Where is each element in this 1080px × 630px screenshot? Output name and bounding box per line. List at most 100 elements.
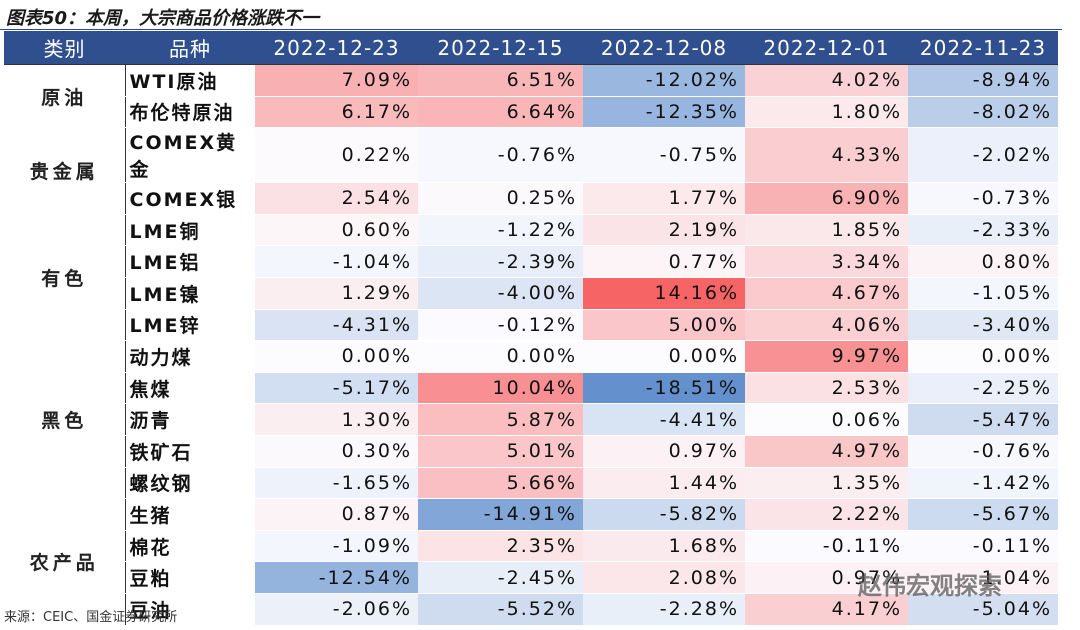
product-label: LME铜 — [124, 213, 255, 247]
title-rule — [0, 29, 1062, 30]
table-row: 豆油 -2.06% -5.52% -2.28% 4.17% -5.04% — [4, 593, 1058, 626]
product-label: 螺纹钢 — [124, 467, 255, 500]
value-cell: 1.44% — [583, 467, 745, 500]
value-cell: 0.60% — [255, 213, 418, 247]
product-label: LME镍 — [124, 277, 255, 310]
value-cell: -1.42% — [908, 467, 1058, 500]
header-cell: 品种 — [125, 31, 255, 65]
commodity-table: 类别 品种 2022-12-23 2022-12-15 2022-12-08 2022-1… — [4, 31, 1058, 626]
group-label: 黑色 — [4, 340, 125, 500]
header-row: 类别 品种 2022-12-23 2022-12-15 2022-12-08 2022-1… — [4, 31, 1058, 65]
product-label: 布伦特原油 — [124, 96, 255, 129]
table-row: 贵金属 COMEX黄金 0.22% -0.76% -0.75% 4.33% -2.02% — [4, 127, 1058, 215]
table-row: 农产品 生猪 0.87% -14.91% -5.82% 2.22% -5.67% — [4, 498, 1058, 626]
value-cell: 4.02% — [745, 64, 908, 97]
value-cell: 10.04% — [418, 372, 583, 405]
table-row: 黑色 动力煤 0.00% 0.00% 0.00% 9.97% 0.00% — [4, 340, 1058, 500]
value-cell: 5.66% — [418, 467, 583, 500]
value-cell: -8.02% — [908, 96, 1058, 129]
value-cell: -1.04% — [255, 245, 418, 278]
value-cell: 1.35% — [745, 467, 908, 500]
product-label: COMEX银 — [124, 182, 255, 215]
value-cell: -0.76% — [908, 435, 1058, 468]
table-row: 焦煤 -5.17% 10.04% -18.51% 2.53% -2.25% — [4, 372, 1058, 405]
value-cell: -2.45% — [418, 561, 583, 594]
table-row: 布伦特原油 6.17% 6.64% -12.35% 1.80% -8.02% — [4, 96, 1058, 129]
product-label: 棉花 — [124, 530, 255, 563]
value-cell: -12.35% — [583, 96, 745, 129]
product-label: WTI原油 — [124, 64, 255, 97]
table-row: 沥青 1.30% 5.87% -4.41% 0.06% -5.47% — [4, 403, 1058, 436]
value-cell: -18.51% — [583, 372, 745, 405]
value-cell: -1.65% — [255, 467, 418, 500]
value-cell: -0.12% — [418, 309, 583, 342]
value-cell: -2.39% — [418, 245, 583, 278]
header-cell: 2022-12-23 — [255, 31, 418, 65]
value-cell: -0.75% — [583, 127, 745, 184]
product-label: 沥青 — [124, 403, 255, 436]
value-cell: -1.09% — [255, 530, 418, 563]
value-cell: 6.51% — [418, 64, 583, 97]
table-row: 铁矿石 0.30% 5.01% 0.97% 4.97% -0.76% — [4, 435, 1058, 468]
value-cell: 6.64% — [418, 96, 583, 129]
value-cell: 7.09% — [255, 64, 418, 97]
value-cell: 0.30% — [255, 435, 418, 468]
value-cell: 0.00% — [255, 340, 418, 373]
product-label: 焦煤 — [124, 372, 255, 405]
value-cell: 4.06% — [745, 309, 908, 342]
value-cell: 0.97% — [745, 561, 908, 594]
value-cell: 0.25% — [418, 182, 583, 215]
value-cell: -2.33% — [908, 213, 1058, 247]
group-label: 有色 — [4, 213, 125, 342]
table-row: 豆粕 -12.54% -2.45% 2.08% 0.97% 1.04% — [4, 561, 1058, 594]
product-label: COMEX黄金 — [124, 127, 255, 184]
value-cell: -4.00% — [418, 277, 583, 310]
table-row: LME铝 -1.04% -2.39% 0.77% 3.34% 0.80% — [4, 245, 1058, 278]
value-cell: -2.25% — [908, 372, 1058, 405]
value-cell: 5.01% — [418, 435, 583, 468]
table-row: 螺纹钢 -1.65% 5.66% 1.44% 1.35% -1.42% — [4, 467, 1058, 500]
value-cell: 1.80% — [745, 96, 908, 129]
value-cell: -5.67% — [908, 498, 1058, 531]
value-cell: -5.04% — [908, 593, 1058, 626]
value-cell: -0.76% — [418, 127, 583, 184]
value-cell: 1.29% — [255, 277, 418, 310]
group-label: 农产品 — [4, 498, 125, 626]
value-cell: -12.54% — [255, 561, 418, 594]
value-cell: 0.22% — [255, 127, 418, 184]
value-cell: 2.08% — [583, 561, 745, 594]
value-cell: 1.85% — [745, 213, 908, 247]
value-cell: -5.52% — [418, 593, 583, 626]
value-cell: 0.00% — [418, 340, 583, 373]
header-cell: 2022-12-08 — [583, 31, 745, 65]
source: 来源：CEIC、国金证券研究所 — [4, 610, 178, 625]
value-cell: -0.11% — [908, 530, 1058, 563]
product-label: LME铝 — [124, 245, 255, 278]
value-cell: 3.34% — [745, 245, 908, 278]
value-cell: 4.17% — [745, 593, 908, 626]
value-cell: -1.22% — [418, 213, 583, 247]
value-cell: -1.05% — [908, 277, 1058, 310]
value-cell: -0.73% — [908, 182, 1058, 215]
value-cell: 4.67% — [745, 277, 908, 310]
value-cell: 1.30% — [255, 403, 418, 436]
value-cell: -5.47% — [908, 403, 1058, 436]
value-cell: 0.00% — [583, 340, 745, 373]
value-cell: 0.80% — [908, 245, 1058, 278]
value-cell: 6.17% — [255, 96, 418, 129]
value-cell: 0.87% — [255, 498, 418, 531]
watermark: 赵伟宏观探索 — [858, 572, 1002, 600]
header-cell: 2022-11-23 — [908, 31, 1058, 65]
value-cell: -12.02% — [583, 64, 745, 97]
value-cell: 2.22% — [745, 498, 908, 531]
table-row: LME镍 1.29% -4.00% 14.16% 4.67% -1.05% — [4, 277, 1058, 310]
title: 图表50：本周，大宗商品价格涨跌不一 — [6, 8, 320, 29]
value-cell: -8.94% — [908, 64, 1058, 97]
value-cell: 0.06% — [745, 403, 908, 436]
value-cell: 4.33% — [745, 127, 908, 184]
value-cell: 1.04% — [908, 561, 1058, 594]
header-cell: 2022-12-01 — [745, 31, 908, 65]
value-cell: 2.35% — [418, 530, 583, 563]
header-cell: 2022-12-15 — [418, 31, 583, 65]
